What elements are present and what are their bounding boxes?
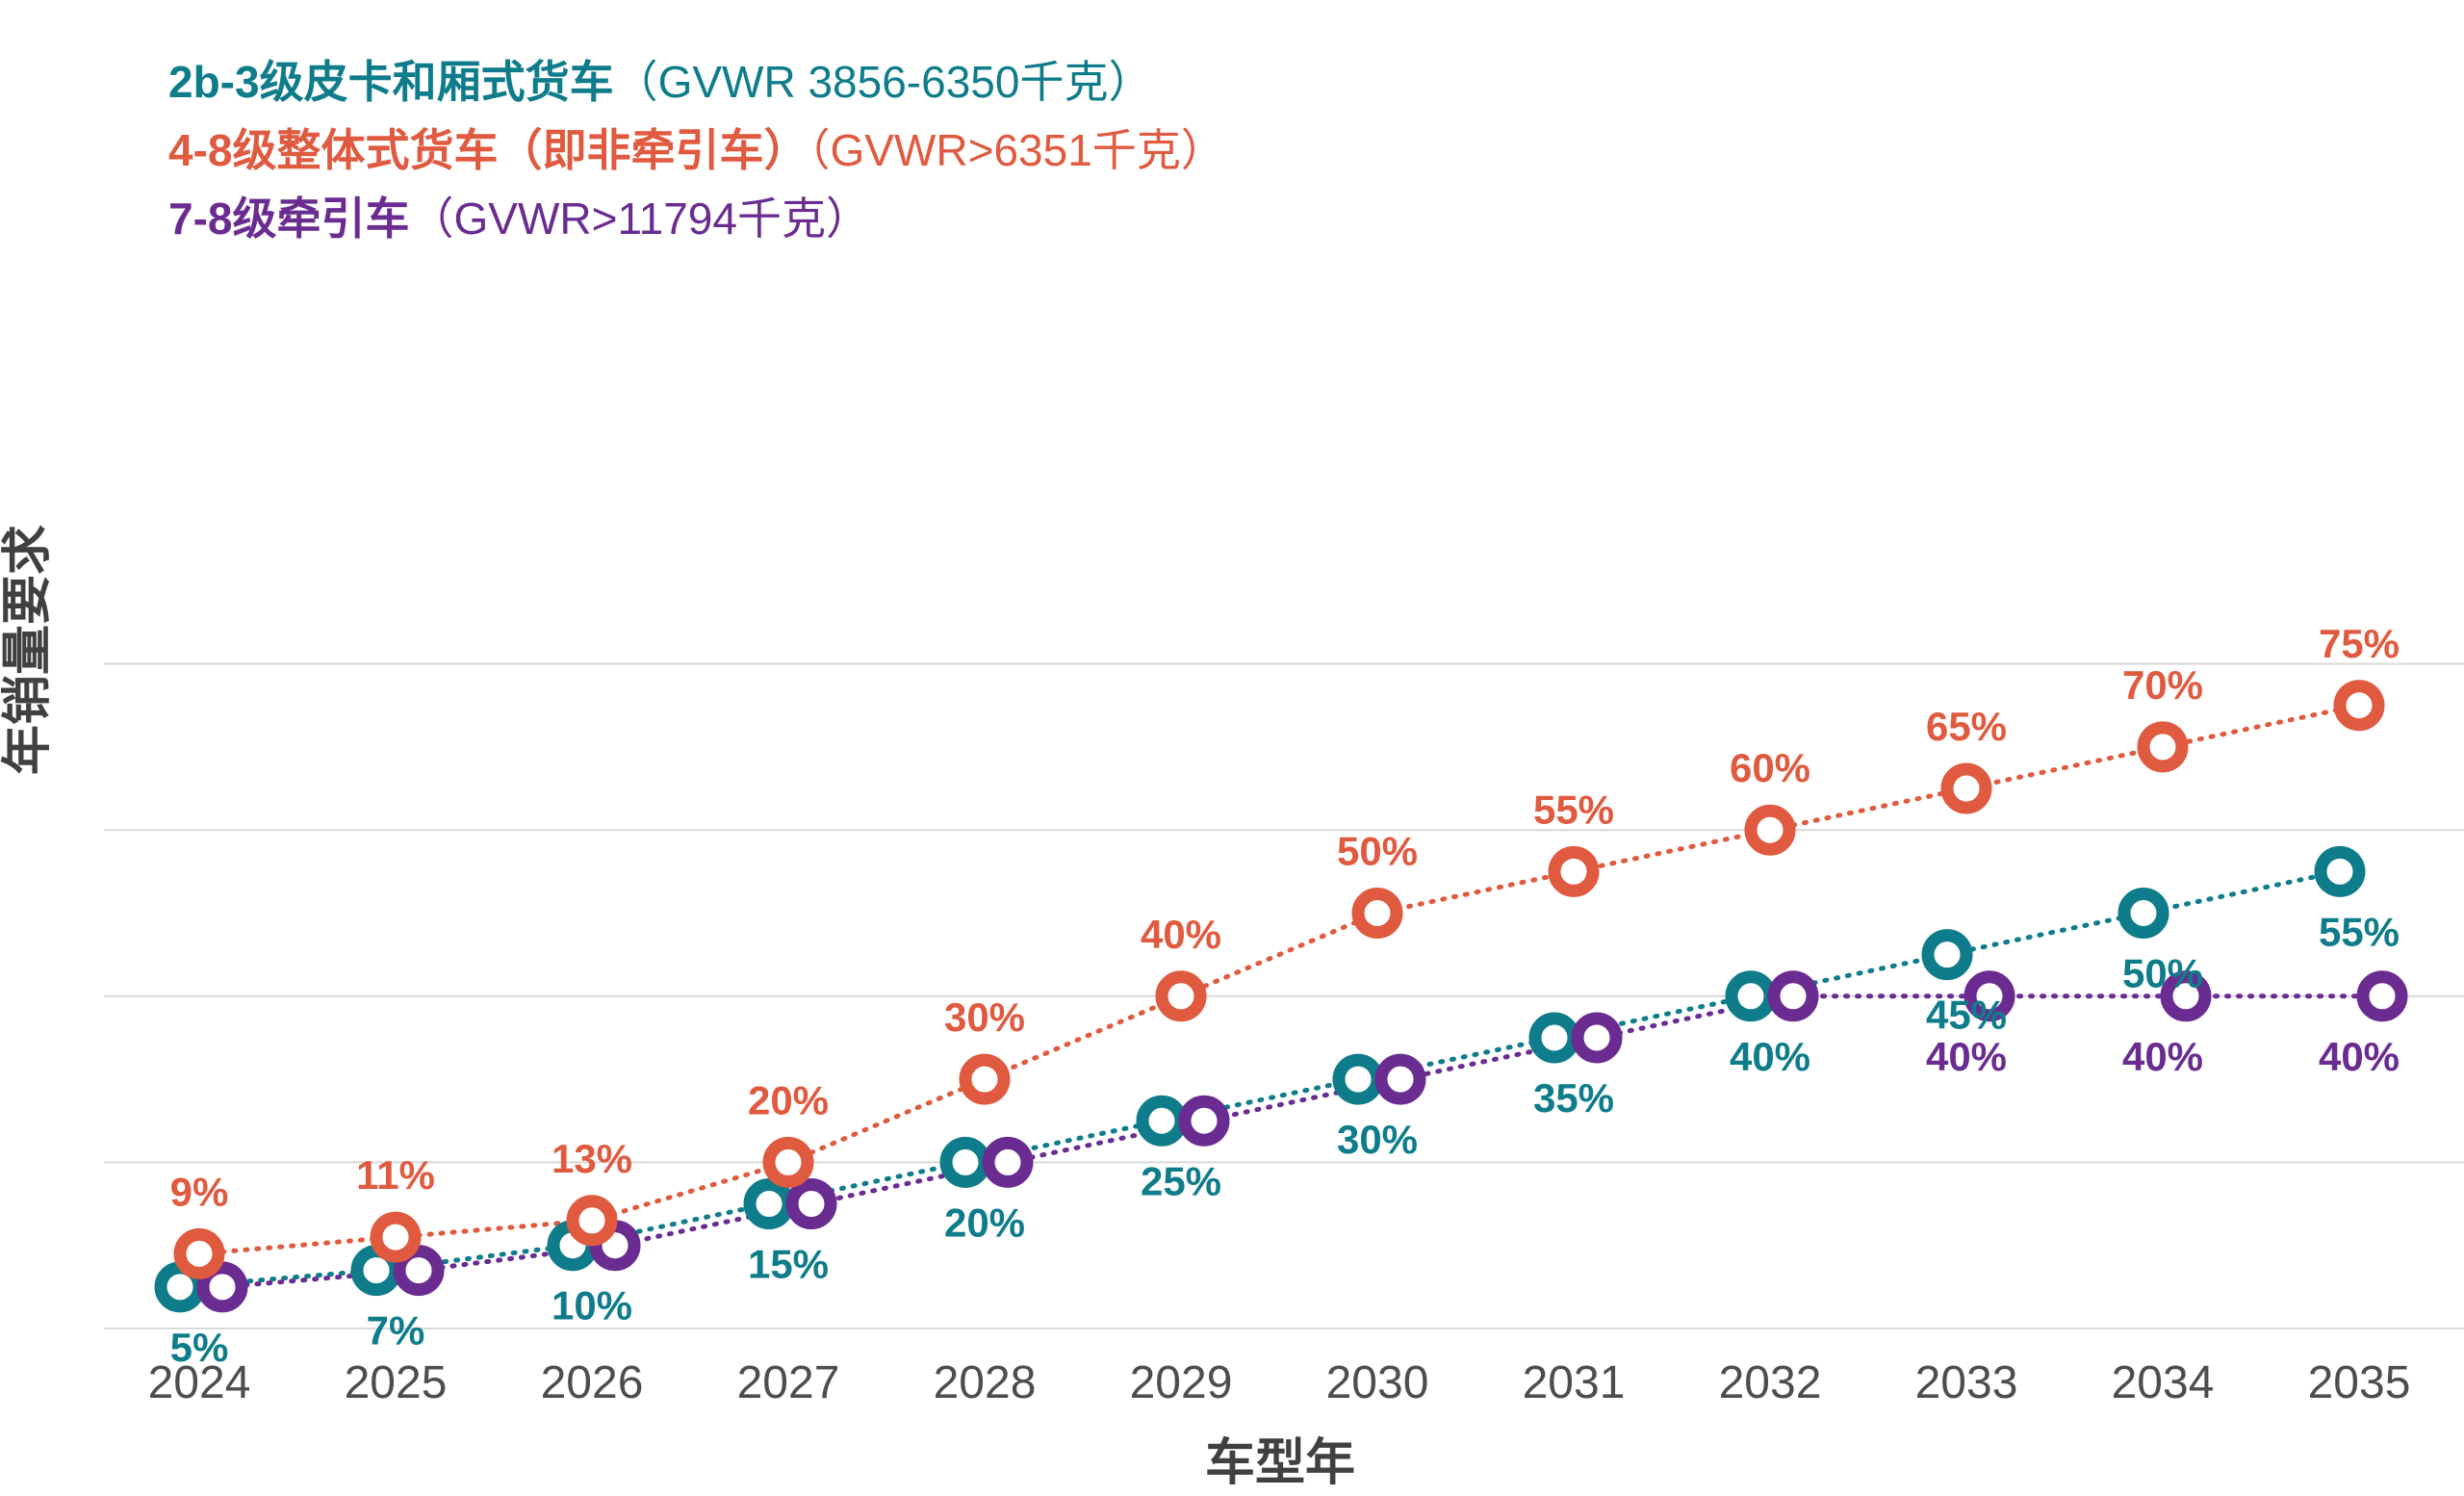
marker-1-2028 — [959, 1053, 1011, 1105]
legend-label-1: 4-8级整体式货车（即非牵引车） — [168, 125, 808, 175]
legend-item-1: 4-8级整体式货车（即非牵引车）（GVWR>6351千克） — [168, 125, 1225, 175]
legend-item-0: 2b-3级皮卡和厢式货车（GVWR 3856-6350千克） — [168, 57, 1152, 107]
data-label-0-2033: 45% — [1926, 993, 2007, 1038]
data-label-2-2035: 40% — [2319, 1034, 2400, 1079]
legend-detail-2: （GVWR>11794千克） — [409, 193, 869, 244]
data-label-1-2035: 75% — [2319, 621, 2400, 666]
data-label-0-2024: 5% — [170, 1325, 229, 1370]
x-tick-label-2024: 2024 — [148, 1357, 251, 1408]
data-label-1-2033: 65% — [1926, 704, 2007, 749]
data-label-0-2027: 15% — [748, 1242, 829, 1287]
x-tick-label-2034: 2034 — [2112, 1357, 2215, 1408]
marker-1-2027 — [762, 1136, 814, 1188]
data-label-1-2029: 40% — [1141, 912, 1221, 957]
gridlines — [104, 662, 2464, 1329]
data-label-0-2028: 20% — [944, 1199, 1025, 1245]
marker-0-2029 — [1136, 1095, 1188, 1147]
series-line-1 — [196, 703, 2362, 1256]
data-label-0-2034: 50% — [2122, 951, 2203, 996]
series-line-0 — [177, 868, 2343, 1290]
marker-1-2032 — [1744, 804, 1796, 856]
x-tick-label-2033: 2033 — [1915, 1357, 2018, 1408]
marker-0-2033 — [1921, 929, 1973, 981]
data-label-0-2032: 40% — [1730, 1034, 1810, 1079]
x-axis-title: 车型年 — [1205, 1435, 1355, 1491]
marker-1-2033 — [1940, 762, 1992, 814]
series-markers — [154, 680, 2408, 1313]
marker-0-2027 — [743, 1178, 795, 1230]
data-label-0-2026: 10% — [552, 1283, 632, 1328]
marker-2-2035 — [2356, 970, 2408, 1022]
x-tick-label-2031: 2031 — [1523, 1357, 1626, 1408]
legend-detail-1: （GVWR>6351千克） — [808, 125, 1224, 175]
x-axis-ticks: 2024 2025 2026 2027 2028 2029 2030 2031 2032 2033… — [148, 1357, 2411, 1408]
marker-1-2034 — [2137, 721, 2189, 773]
x-tick-label-2026: 2026 — [541, 1357, 644, 1408]
data-label-2-2034: 40% — [2122, 1034, 2203, 1079]
data-label-0-2025: 7% — [367, 1308, 425, 1354]
marker-1-2030 — [1351, 888, 1403, 939]
marker-0-2032 — [1725, 970, 1777, 1022]
x-tick-label-2035: 2035 — [2308, 1357, 2411, 1408]
data-label-0-2031: 35% — [1533, 1075, 1614, 1121]
marker-2-2033 — [1964, 970, 2015, 1022]
marker-0-2035 — [2314, 845, 2366, 897]
x-tick-label-2025: 2025 — [345, 1357, 448, 1408]
data-label-1-2026: 13% — [552, 1136, 632, 1181]
data-label-2-2033: 40% — [1926, 1034, 2007, 1079]
data-label-0-2030: 30% — [1337, 1117, 1418, 1162]
marker-1-2025 — [370, 1211, 422, 1263]
marker-2-2034 — [2160, 970, 2212, 1022]
marker-0-2028 — [939, 1136, 991, 1188]
data-label-0-2035: 55% — [2319, 909, 2400, 954]
data-label-1-2027: 20% — [748, 1077, 829, 1122]
x-tick-label-2030: 2030 — [1326, 1357, 1429, 1408]
x-tick-label-2029: 2029 — [1130, 1357, 1233, 1408]
data-label-1-2028: 30% — [944, 994, 1025, 1040]
legend-item-2: 7-8级牵引车（GVWR>11794千克） — [168, 193, 870, 244]
marker-2-2025 — [393, 1245, 445, 1297]
marker-2-2030 — [1374, 1053, 1426, 1105]
marker-2-2032 — [1767, 970, 1819, 1022]
marker-1-2035 — [2333, 680, 2385, 732]
legend: 2b-3级皮卡和厢式货车（GVWR 3856-6350千克） 4-8级整体式货车… — [168, 57, 1225, 244]
legend-label-0: 2b-3级皮卡和厢式货车 — [168, 57, 614, 107]
legend-detail-0: （GVWR 3856-6350千克） — [614, 57, 1153, 107]
marker-1-2031 — [1548, 845, 1600, 897]
data-label-1-2024: 9% — [170, 1169, 229, 1214]
marker-0-2030 — [1332, 1053, 1384, 1105]
marker-2-2029 — [1178, 1095, 1230, 1147]
marker-2-2024 — [196, 1261, 248, 1313]
y-axis-title: 年销量要求 — [0, 525, 56, 775]
marker-2-2031 — [1571, 1012, 1623, 1064]
data-label-1-2025: 11% — [356, 1152, 435, 1198]
data-label-1-2031: 55% — [1533, 787, 1614, 832]
data-label-1-2034: 70% — [2122, 662, 2203, 708]
data-label-0-2029: 25% — [1141, 1158, 1221, 1203]
data-label-1-2030: 50% — [1337, 829, 1418, 874]
marker-0-2034 — [2118, 888, 2169, 939]
marker-1-2026 — [566, 1195, 618, 1247]
marker-2-2028 — [982, 1136, 1034, 1188]
data-labels: 5% 7%10%15%20%25%30%35%40%45%50%55%40% 40%… — [170, 621, 2400, 1370]
x-tick-label-2028: 2028 — [934, 1357, 1037, 1408]
marker-0-2031 — [1528, 1012, 1580, 1064]
marker-1-2029 — [1155, 970, 1207, 1022]
marker-2-2027 — [785, 1178, 837, 1230]
series-line-2 — [219, 993, 2385, 1290]
marker-1-2024 — [173, 1227, 225, 1279]
x-tick-label-2027: 2027 — [737, 1357, 840, 1408]
x-tick-label-2032: 2032 — [1719, 1357, 1822, 1408]
data-label-1-2032: 60% — [1730, 745, 1810, 790]
legend-label-2: 7-8级牵引车 — [168, 193, 409, 244]
